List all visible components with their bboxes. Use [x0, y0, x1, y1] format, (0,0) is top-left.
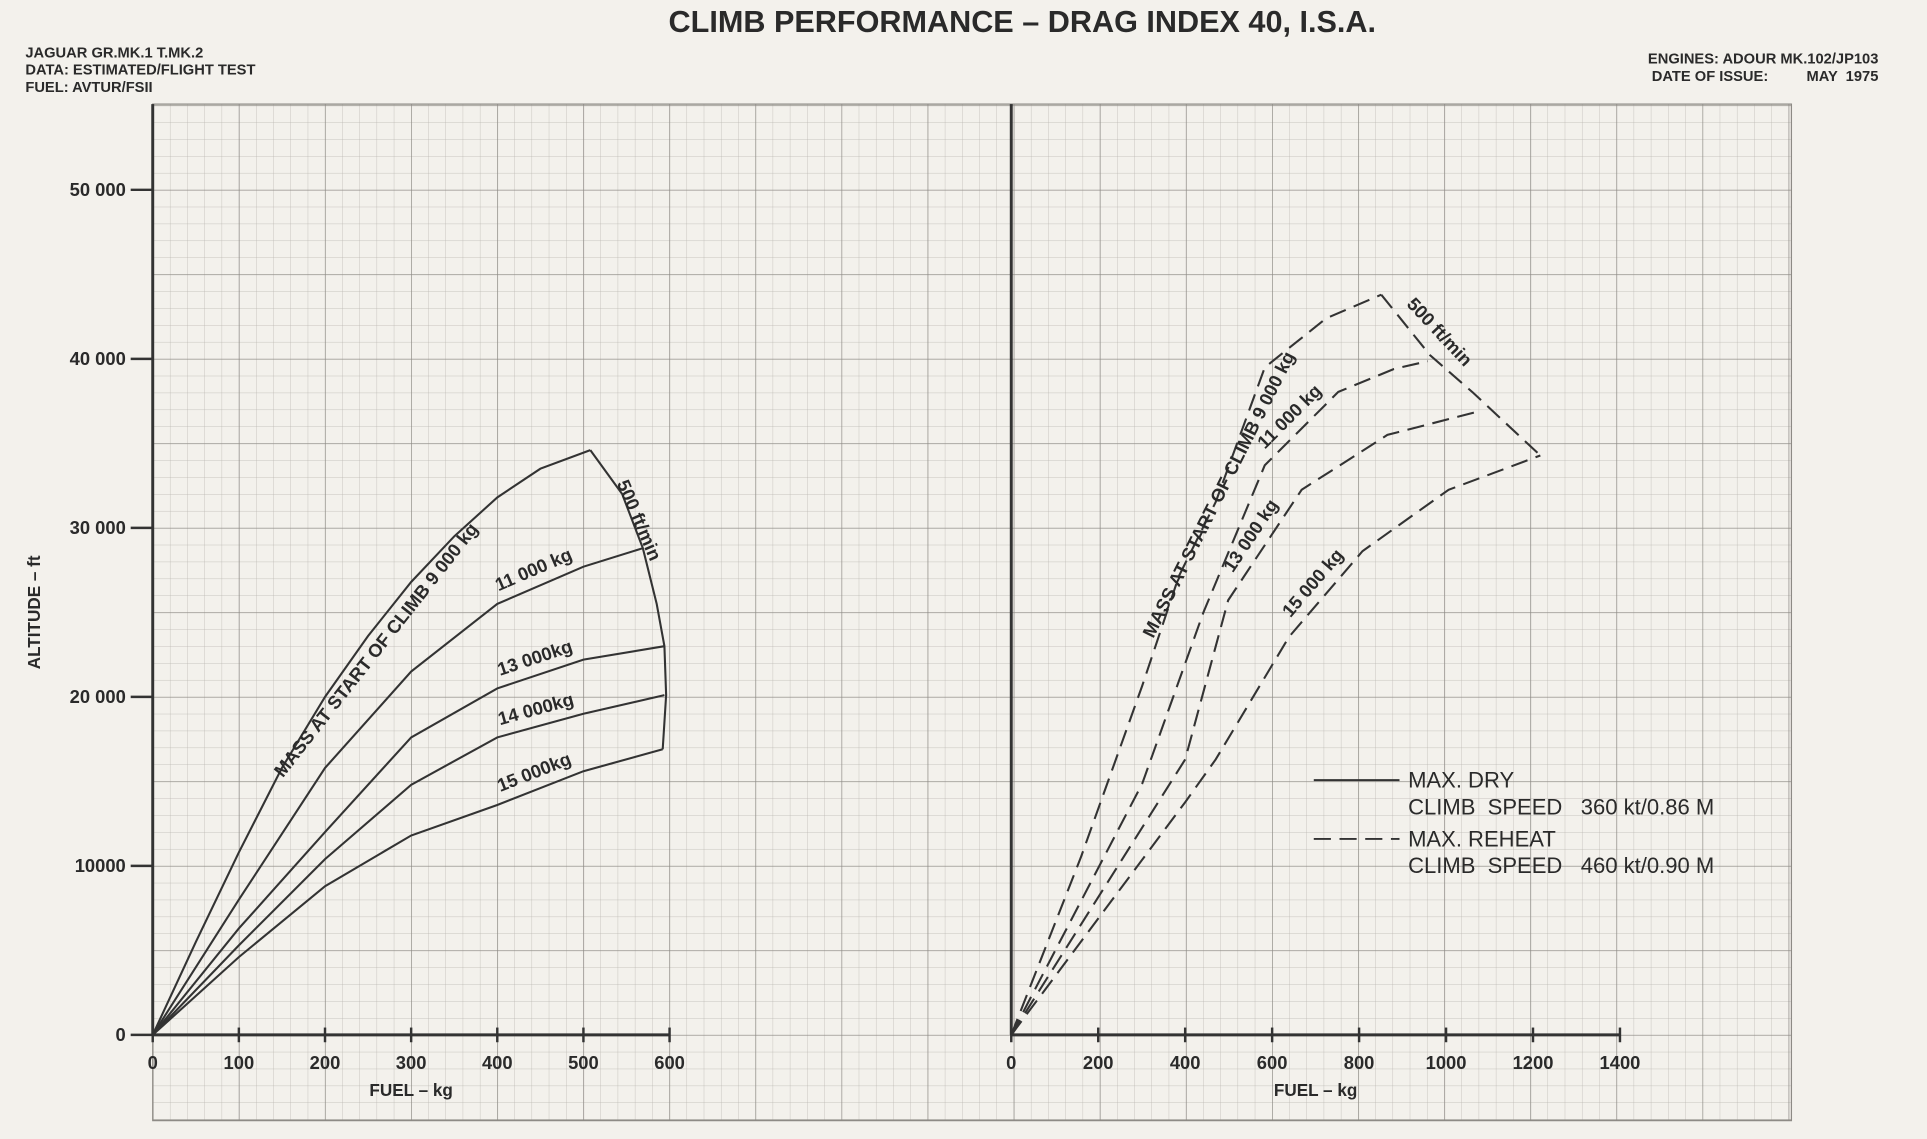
x-tick-label: 200 [310, 1052, 341, 1073]
x-axis-title: FUEL – kg [1274, 1080, 1357, 1100]
curve [151, 547, 644, 1036]
y-axis-title: ALTITUDE – ft [24, 555, 44, 669]
curve [151, 694, 665, 1036]
y-tick-label: 0 [116, 1024, 126, 1045]
x-tick-label: 1400 [1600, 1052, 1641, 1073]
x-tick-label: 500 [568, 1052, 599, 1073]
header-right: ENGINES: ADOUR MK.102/JP103 [1648, 52, 1878, 68]
curve [152, 748, 663, 1036]
y-tick-label: 30 000 [70, 517, 126, 538]
curve [1380, 294, 1542, 457]
x-tick-label: 1200 [1513, 1052, 1554, 1073]
header-left: JAGUAR GR.MK.1 T.MK.2 [25, 46, 203, 62]
header-right: DATE OF ISSUE: [1652, 69, 1768, 85]
header-left: FUEL: AVTUR/FSII [25, 80, 152, 96]
curve [1010, 410, 1480, 1036]
x-tick-label: 0 [148, 1052, 158, 1073]
y-tick-label: 10000 [75, 855, 126, 876]
curve [1010, 293, 1382, 1036]
x-tick-label: 0 [1006, 1052, 1016, 1073]
curve [589, 449, 668, 750]
legend-text: CLIMB SPEED 460 kt/0.90 M [1408, 853, 1714, 878]
y-tick-label: 40 000 [70, 348, 126, 369]
x-tick-label: 100 [224, 1052, 255, 1073]
curve [1010, 454, 1541, 1036]
title: CLIMB PERFORMANCE – DRAG INDEX 40, I.S.A… [669, 5, 1377, 39]
x-tick-label: 400 [482, 1052, 513, 1073]
x-tick-label: 800 [1344, 1052, 1375, 1073]
legend: MAX. DRY CLIMB SPEED 360 kt/0.86 M MAX. … [1313, 768, 1714, 878]
y-tick-label: 20 000 [70, 686, 126, 707]
curve [151, 645, 665, 1036]
x-tick-label: 200 [1083, 1052, 1114, 1073]
x-tick-label: 400 [1170, 1052, 1201, 1073]
header-left: DATA: ESTIMATED/FLIGHT TEST [25, 63, 255, 79]
y-tick-label: 50 000 [70, 179, 126, 200]
legend-text: MAX. DRY [1408, 768, 1514, 793]
x-axis-title: FUEL – kg [369, 1080, 452, 1100]
graph-paper-major [152, 103, 1793, 1122]
x-tick-label: 300 [396, 1052, 427, 1073]
header-right: MAY 1975 [1806, 69, 1878, 85]
legend-text: CLIMB SPEED 360 kt/0.86 M [1408, 794, 1714, 819]
x-tick-label: 600 [654, 1052, 685, 1073]
curve [151, 449, 591, 1036]
x-tick-label: 1000 [1426, 1052, 1467, 1073]
x-tick-label: 600 [1257, 1052, 1288, 1073]
legend-text: MAX. REHEAT [1408, 826, 1556, 851]
curve [1010, 360, 1429, 1036]
